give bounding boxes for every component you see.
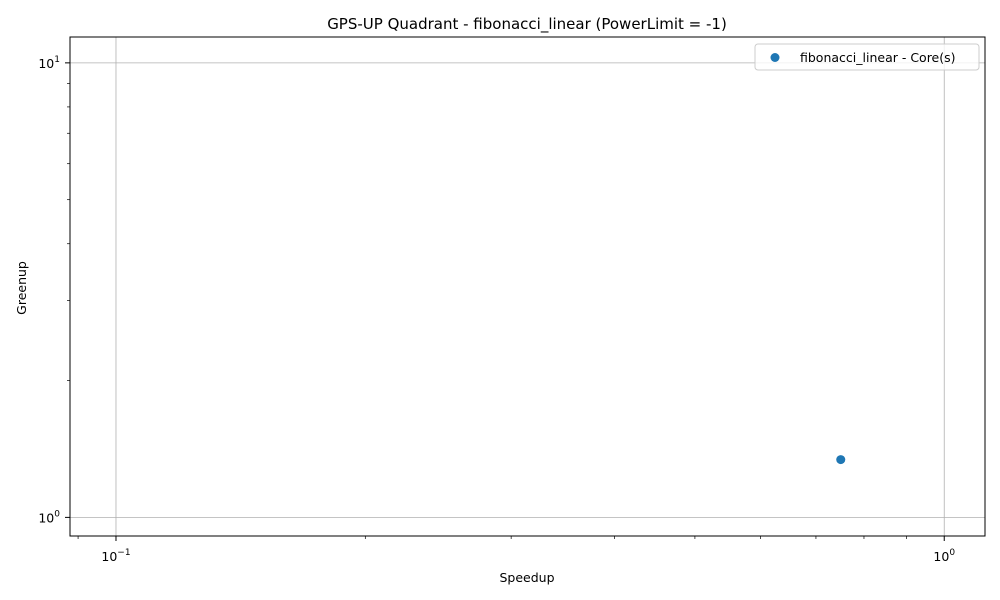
x-tick-label-exponent: 0 — [949, 548, 955, 558]
y-tick-label-exponent: 0 — [54, 509, 60, 519]
scatter-points — [836, 455, 846, 465]
x-axis-label: Speedup — [499, 570, 554, 585]
legend-box — [754, 43, 980, 71]
chart-title: GPS-UP Quadrant - fibonacci_linear (Powe… — [327, 15, 727, 34]
y-tick-label: 101 — [38, 55, 60, 71]
y-tick-label-base: 10 — [38, 56, 54, 71]
y-tick-label-base: 10 — [38, 510, 54, 525]
legend-label: fibonacci_linear - Core(s) — [800, 50, 956, 65]
x-tick-label: 100 — [933, 548, 955, 564]
y-tick-label-exponent: 1 — [54, 55, 60, 65]
y-tick-label: 100 — [38, 509, 60, 525]
x-tick-label: 10−1 — [101, 548, 130, 564]
legend: fibonacci_linear - Core(s) — [754, 43, 980, 71]
legend-marker — [770, 53, 780, 62]
data-point — [836, 455, 846, 465]
x-tick-label-base: 10 — [933, 549, 949, 564]
x-tick-label-exponent: −1 — [117, 548, 130, 558]
plot-frame — [69, 36, 986, 537]
y-axis-label: Greenup — [14, 261, 29, 315]
x-tick-label-base: 10 — [101, 549, 117, 564]
